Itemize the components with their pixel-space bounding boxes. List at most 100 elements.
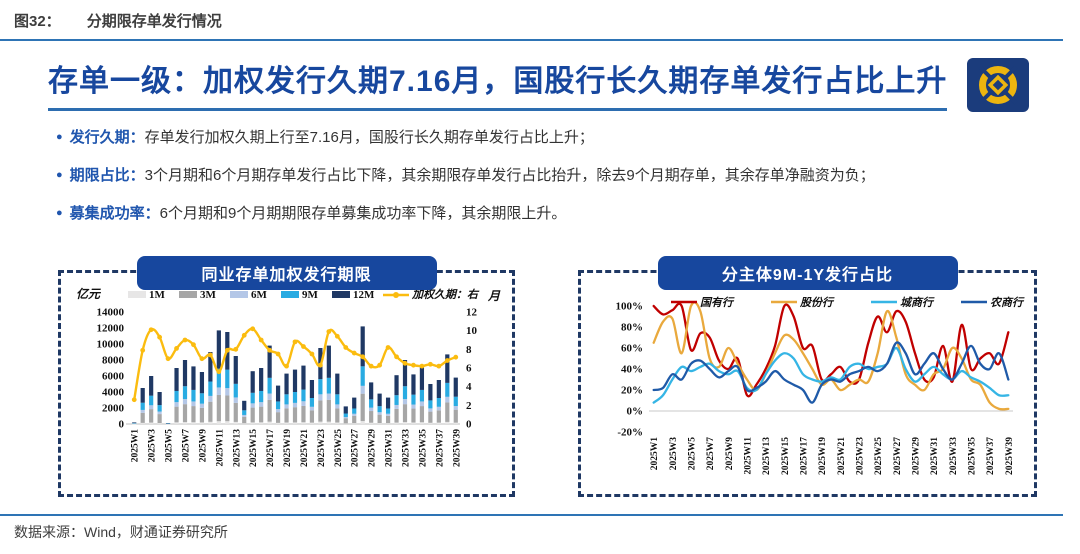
share-chart: 100% 80% 60% 40% 20% 0% -20% 2025W1 2025W3 2025W5… — [616, 296, 1025, 475]
bullet-label: 发行久期： — [69, 129, 145, 146]
svg-text:加权久期：右: 加权久期：右 — [411, 288, 480, 301]
svg-text:2025W25: 2025W25 — [874, 437, 884, 475]
svg-text:6M: 6M — [251, 289, 268, 301]
share-chart-panel: 分主体9M-1Y发行占比 100% 80% 60% 40% 20% 0% -20% 2025W… — [578, 256, 1037, 497]
svg-text:6000: 6000 — [102, 371, 125, 383]
svg-text:国有行: 国有行 — [700, 296, 735, 309]
duration-chart-title: 同业存单加权发行期限 — [136, 256, 437, 290]
svg-text:2025W39: 2025W39 — [452, 429, 462, 467]
svg-text:20%: 20% — [621, 385, 643, 397]
svg-text:2025W5: 2025W5 — [165, 429, 175, 463]
svg-text:2025W7: 2025W7 — [706, 437, 716, 471]
svg-text:10: 10 — [466, 325, 478, 337]
bullet-icon: ● — [56, 169, 63, 181]
svg-text:2025W11: 2025W11 — [215, 429, 225, 467]
svg-text:2025W23: 2025W23 — [317, 429, 327, 467]
svg-text:60%: 60% — [621, 343, 643, 355]
bullet-text: 6个月期和9个月期期限存单募集成功率下降，其余期限上升。 — [159, 205, 567, 222]
svg-text:14000: 14000 — [97, 307, 125, 319]
svg-text:2025W29: 2025W29 — [368, 429, 378, 467]
bullet-maturity-share: ● 期限占比：3个月期和6个月期存单发行占比下降，其余期限存单发行占比抬升，除去9… — [56, 164, 875, 187]
figure-title: 分期限存单发行情况 — [86, 13, 222, 30]
svg-text:4: 4 — [466, 381, 472, 393]
bullet-label: 期限占比： — [69, 167, 145, 184]
svg-text:2: 2 — [466, 400, 472, 412]
svg-text:2025W39: 2025W39 — [1005, 437, 1015, 475]
svg-text:2025W25: 2025W25 — [334, 429, 344, 467]
figure-label: 图32： — [14, 13, 61, 30]
svg-text:2025W11: 2025W11 — [744, 437, 754, 475]
svg-text:3M: 3M — [200, 289, 217, 301]
x-axis-labels: 2025W1 2025W3 2025W5 2025W7 2025W9 2025W11 202… — [131, 429, 463, 467]
svg-text:2025W33: 2025W33 — [402, 429, 412, 467]
svg-text:100%: 100% — [616, 301, 644, 313]
bullet-success-rate: ● 募集成功率：6个月期和9个月期期限存单募集成功率下降，其余期限上升。 — [56, 202, 875, 225]
duration-line — [131, 326, 459, 403]
svg-text:2025W17: 2025W17 — [800, 437, 810, 475]
svg-text:4000: 4000 — [102, 387, 125, 399]
legend: 1M 3M 6M 9M 12M 加权久期：右 — [128, 288, 480, 301]
svg-text:股份行: 股份行 — [799, 296, 835, 309]
svg-text:2025W23: 2025W23 — [856, 437, 866, 475]
svg-text:2025W37: 2025W37 — [986, 437, 996, 475]
data-source: 数据来源：Wind，财通证券研究所 — [14, 524, 228, 540]
svg-text:8: 8 — [466, 344, 472, 356]
svg-text:12000: 12000 — [97, 323, 125, 335]
duration-chart-panel: 同业存单加权发行期限 亿元 月 0 2000 4000 6000 8000 10000 1200… — [58, 256, 515, 497]
svg-text:12M: 12M — [353, 289, 375, 301]
svg-text:40%: 40% — [621, 364, 643, 376]
axes: 100% 80% 60% 40% 20% 0% -20% — [616, 301, 1013, 439]
svg-text:2025W27: 2025W27 — [893, 437, 903, 475]
svg-text:10000: 10000 — [97, 339, 125, 351]
svg-text:2025W13: 2025W13 — [232, 429, 242, 467]
bullet-text: 存单发行加权久期上行至7.16月，国股行长久期存单发行占比上升； — [144, 129, 594, 146]
duration-chart: 亿元 月 0 2000 4000 6000 8000 10000 12000 14000 0 2 4 6 8… — [76, 287, 501, 467]
svg-text:2025W3: 2025W3 — [148, 429, 158, 463]
svg-text:2025W19: 2025W19 — [818, 437, 828, 475]
bullet-icon: ● — [56, 131, 63, 143]
svg-text:2025W31: 2025W31 — [385, 429, 395, 467]
svg-text:2025W1: 2025W1 — [131, 429, 141, 463]
svg-text:2025W3: 2025W3 — [669, 437, 679, 471]
x-axis-labels: 2025W1 2025W3 2025W5 2025W7 2025W9 2025W11 202… — [650, 437, 1015, 475]
svg-text:80%: 80% — [621, 322, 643, 334]
svg-text:2000: 2000 — [102, 403, 125, 415]
svg-text:2025W37: 2025W37 — [435, 429, 445, 467]
footer-divider — [0, 514, 1063, 516]
svg-text:2025W15: 2025W15 — [249, 429, 259, 467]
svg-text:2025W33: 2025W33 — [949, 437, 959, 475]
svg-text:2025W27: 2025W27 — [351, 429, 361, 467]
svg-text:2025W15: 2025W15 — [781, 437, 791, 475]
svg-text:0%: 0% — [627, 406, 644, 418]
svg-text:2025W9: 2025W9 — [198, 429, 208, 463]
svg-text:9M: 9M — [302, 289, 319, 301]
svg-text:2025W19: 2025W19 — [283, 429, 293, 467]
svg-text:2025W9: 2025W9 — [725, 437, 735, 471]
svg-text:0: 0 — [119, 419, 125, 431]
svg-text:2025W1: 2025W1 — [650, 437, 660, 471]
svg-text:2025W17: 2025W17 — [266, 429, 276, 467]
svg-text:8000: 8000 — [102, 355, 125, 367]
bullet-issuance-duration: ● 发行久期：存单发行加权久期上行至7.16月，国股行长久期存单发行占比上升； — [56, 126, 875, 149]
brand-logo-icon — [967, 58, 1029, 112]
bullet-label: 募集成功率： — [69, 205, 160, 222]
svg-text:城商行: 城商行 — [900, 296, 935, 309]
svg-text:2025W21: 2025W21 — [837, 437, 847, 475]
svg-text:农商行: 农商行 — [990, 296, 1025, 309]
svg-text:2025W13: 2025W13 — [762, 437, 772, 475]
svg-text:2025W31: 2025W31 — [930, 437, 940, 475]
svg-text:1M: 1M — [149, 289, 166, 301]
share-chart-title: 分主体9M-1Y发行占比 — [657, 256, 958, 290]
svg-text:2025W5: 2025W5 — [688, 437, 698, 471]
svg-text:月: 月 — [487, 289, 501, 303]
svg-text:12: 12 — [466, 307, 478, 319]
svg-text:2025W35: 2025W35 — [418, 429, 428, 467]
series-lines — [652, 301, 1010, 411]
summary-bullets: ● 发行久期：存单发行加权久期上行至7.16月，国股行长久期存单发行占比上升； ●… — [56, 126, 875, 240]
figure-caption: 图32： 分期限存单发行情况 — [14, 10, 222, 31]
bullet-text: 3个月期和6个月期存单发行占比下降，其余期限存单发行占比抬升，除去9个月期存单，… — [144, 167, 875, 184]
bullet-icon: ● — [56, 207, 63, 219]
top-divider — [0, 39, 1063, 41]
svg-text:2025W29: 2025W29 — [912, 437, 922, 475]
